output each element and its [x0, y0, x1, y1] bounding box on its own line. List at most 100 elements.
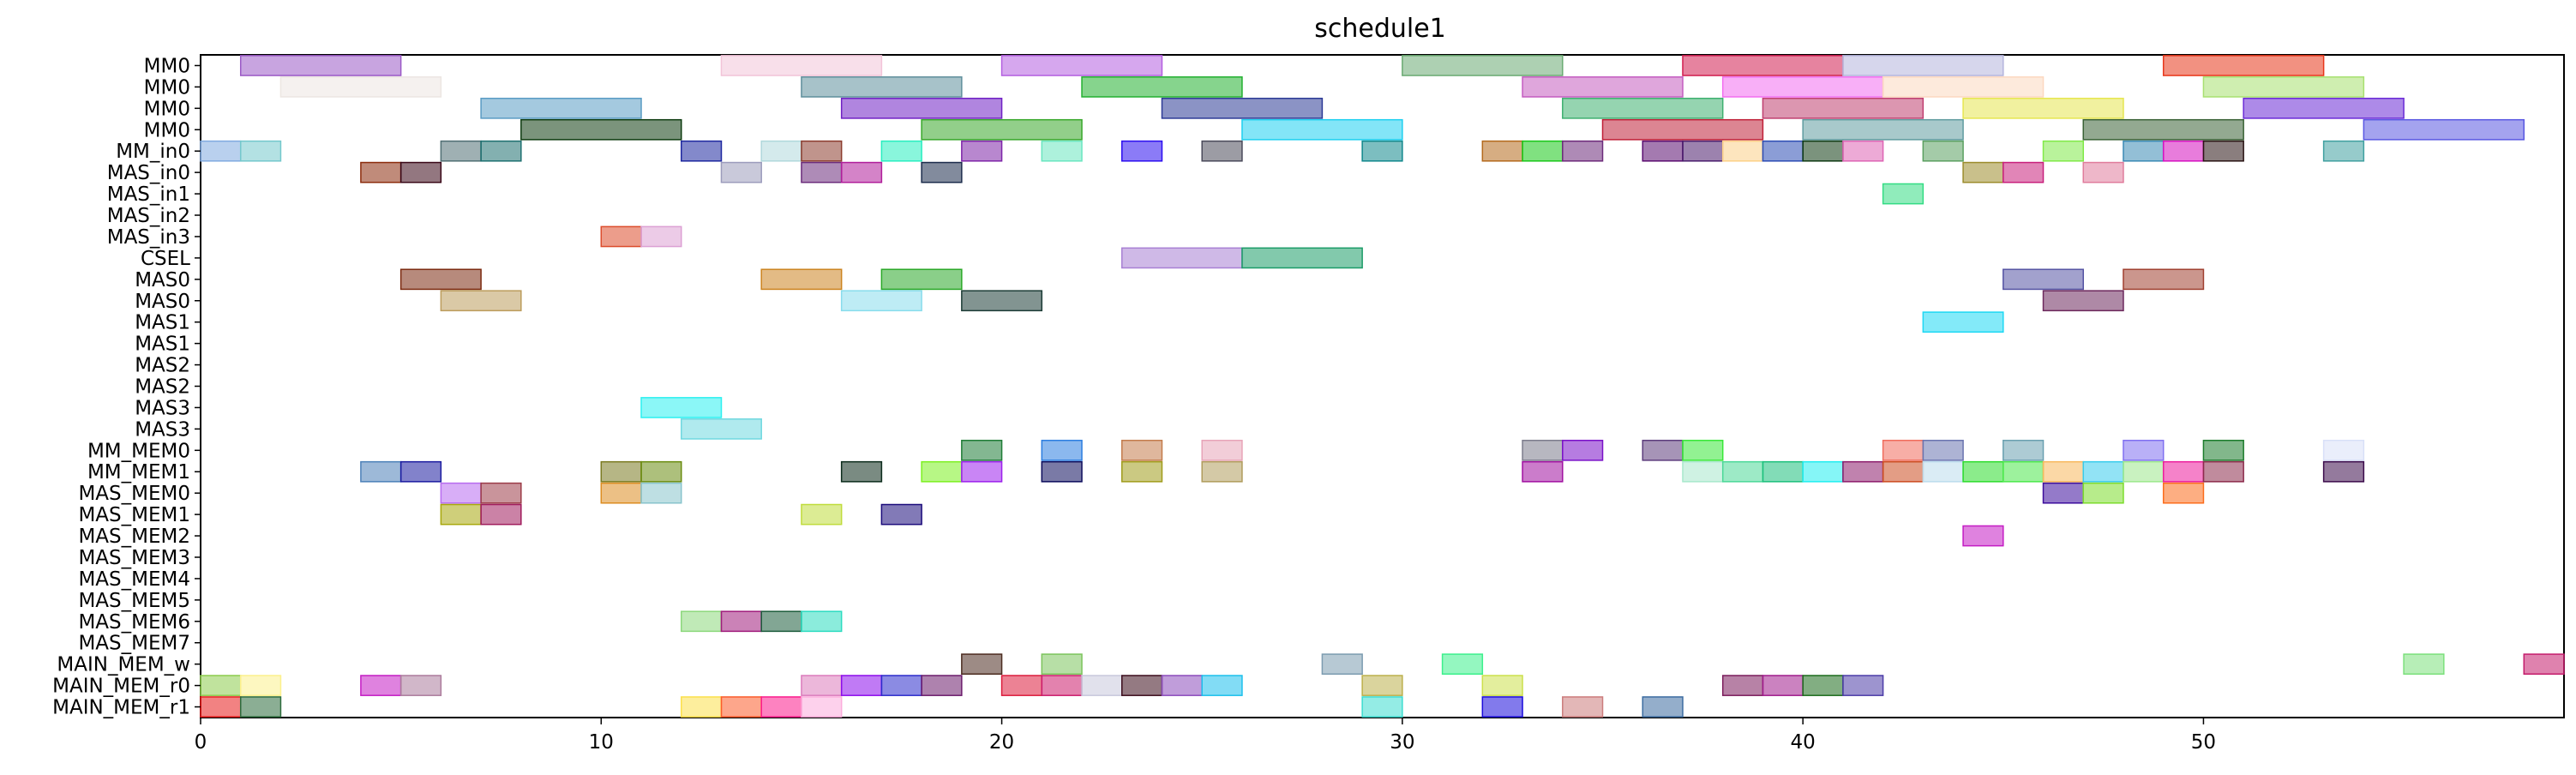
row-label: MM_MEM1: [87, 461, 190, 484]
schedule-bar: [1121, 247, 1243, 269]
schedule-bar: [961, 140, 1003, 162]
schedule-bar: [480, 140, 522, 162]
schedule-bar: [1121, 675, 1163, 696]
schedule-bar: [1121, 140, 1163, 162]
schedule-bar: [840, 460, 883, 483]
schedule-bar: [1962, 525, 2004, 547]
schedule-bar: [1642, 140, 1684, 162]
schedule-bar: [200, 696, 242, 718]
schedule-bar: [880, 140, 922, 162]
schedule-bar: [1081, 675, 1123, 696]
schedule-bar: [1121, 460, 1163, 483]
schedule-bar: [239, 696, 282, 718]
schedule-bar: [1642, 696, 1684, 718]
schedule-bar: [880, 268, 963, 291]
schedule-bar: [2082, 118, 2244, 141]
schedule-bar: [399, 460, 442, 483]
schedule-bar: [1562, 140, 1604, 162]
x-tick-label: 30: [1390, 731, 1414, 754]
schedule-bar: [2042, 140, 2085, 162]
schedule-bar: [801, 161, 843, 183]
schedule-bar: [961, 290, 1043, 312]
schedule-bar: [680, 610, 723, 633]
schedule-bar: [1041, 439, 1083, 461]
schedule-bar: [480, 97, 642, 119]
schedule-bar: [279, 76, 442, 98]
row-label: MAS_MEM6: [78, 611, 190, 634]
schedule-bar: [1441, 653, 1484, 676]
schedule-bar: [1522, 76, 1684, 98]
x-axis: 0 10 20 30 40 50: [195, 718, 2216, 754]
schedule-bar: [1802, 675, 1844, 696]
row-label: MAS3: [135, 397, 190, 419]
schedule-bar: [1922, 140, 1964, 162]
row-label: MAS_in2: [107, 205, 190, 227]
schedule-bar: [2162, 55, 2325, 76]
schedule-bar: [440, 482, 482, 504]
schedule-bar: [1562, 97, 1724, 119]
schedule-bar: [1762, 97, 1924, 119]
schedule-bar: [200, 140, 242, 162]
schedule-bar: [239, 55, 402, 76]
schedule-bar: [1241, 118, 1403, 141]
schedule-bar: [2003, 439, 2045, 461]
schedule-bar: [239, 140, 282, 162]
row-label: MAS_MEM1: [78, 504, 190, 526]
row-label: MAS_MEM3: [78, 547, 190, 569]
row-label: MM0: [144, 98, 190, 120]
row-label: MAS_in3: [107, 226, 190, 249]
schedule-bar: [2322, 460, 2365, 483]
schedule-bar: [1962, 460, 2004, 483]
schedule-bar: [2202, 460, 2244, 483]
schedule-bar: [640, 482, 682, 504]
schedule-bar: [360, 161, 402, 183]
schedule-bar: [480, 482, 522, 504]
schedule-bar: [2363, 118, 2525, 141]
schedule-bar: [720, 696, 762, 718]
schedule-bar: [2162, 140, 2205, 162]
schedule-bar: [720, 610, 762, 633]
schedule-bar: [1402, 55, 1564, 76]
x-tick-label: 10: [589, 731, 614, 754]
row-label: MM_MEM0: [87, 440, 190, 462]
schedule-bar: [2403, 653, 2445, 676]
schedule-bar: [1762, 675, 1804, 696]
x-tick-label: 0: [195, 731, 207, 754]
schedule-bar: [520, 118, 682, 141]
schedule-bar: [600, 460, 642, 483]
schedule-bar: [1481, 696, 1523, 718]
schedule-bar: [1241, 247, 1363, 269]
schedule-bar: [880, 675, 922, 696]
schedule-bar: [680, 140, 723, 162]
schedule-bar: [600, 482, 642, 504]
schedule-bar: [1481, 675, 1523, 696]
schedule-bar: [1161, 97, 1324, 119]
schedule-bar: [840, 290, 922, 312]
schedule-bar: [1201, 460, 1243, 483]
schedule-bar: [2042, 482, 2085, 504]
row-label: MAS_in1: [107, 183, 190, 206]
schedule-bar: [1762, 140, 1804, 162]
schedule-bar: [360, 675, 402, 696]
schedule-bar: [720, 161, 762, 183]
row-label: CSEL: [141, 248, 190, 270]
schedule-bar: [440, 290, 522, 312]
schedule-bar: [1321, 653, 1363, 676]
schedule-bar: [2202, 439, 2244, 461]
schedule-bar: [1361, 696, 1403, 718]
schedule-bar: [1882, 76, 2045, 98]
schedule-bar: [440, 140, 482, 162]
schedule-bar: [1882, 183, 1924, 205]
schedule-bar: [2322, 439, 2365, 461]
schedule-bar: [961, 439, 1003, 461]
schedule-bar: [760, 140, 802, 162]
schedule-bar: [480, 503, 522, 526]
row-label: MM0: [144, 119, 190, 141]
schedule-bar: [1802, 118, 1964, 141]
schedule-bar: [1161, 675, 1203, 696]
chart-title: schedule1: [1314, 14, 1446, 44]
row-label: MAS0: [135, 269, 190, 291]
schedule-bar: [840, 161, 883, 183]
